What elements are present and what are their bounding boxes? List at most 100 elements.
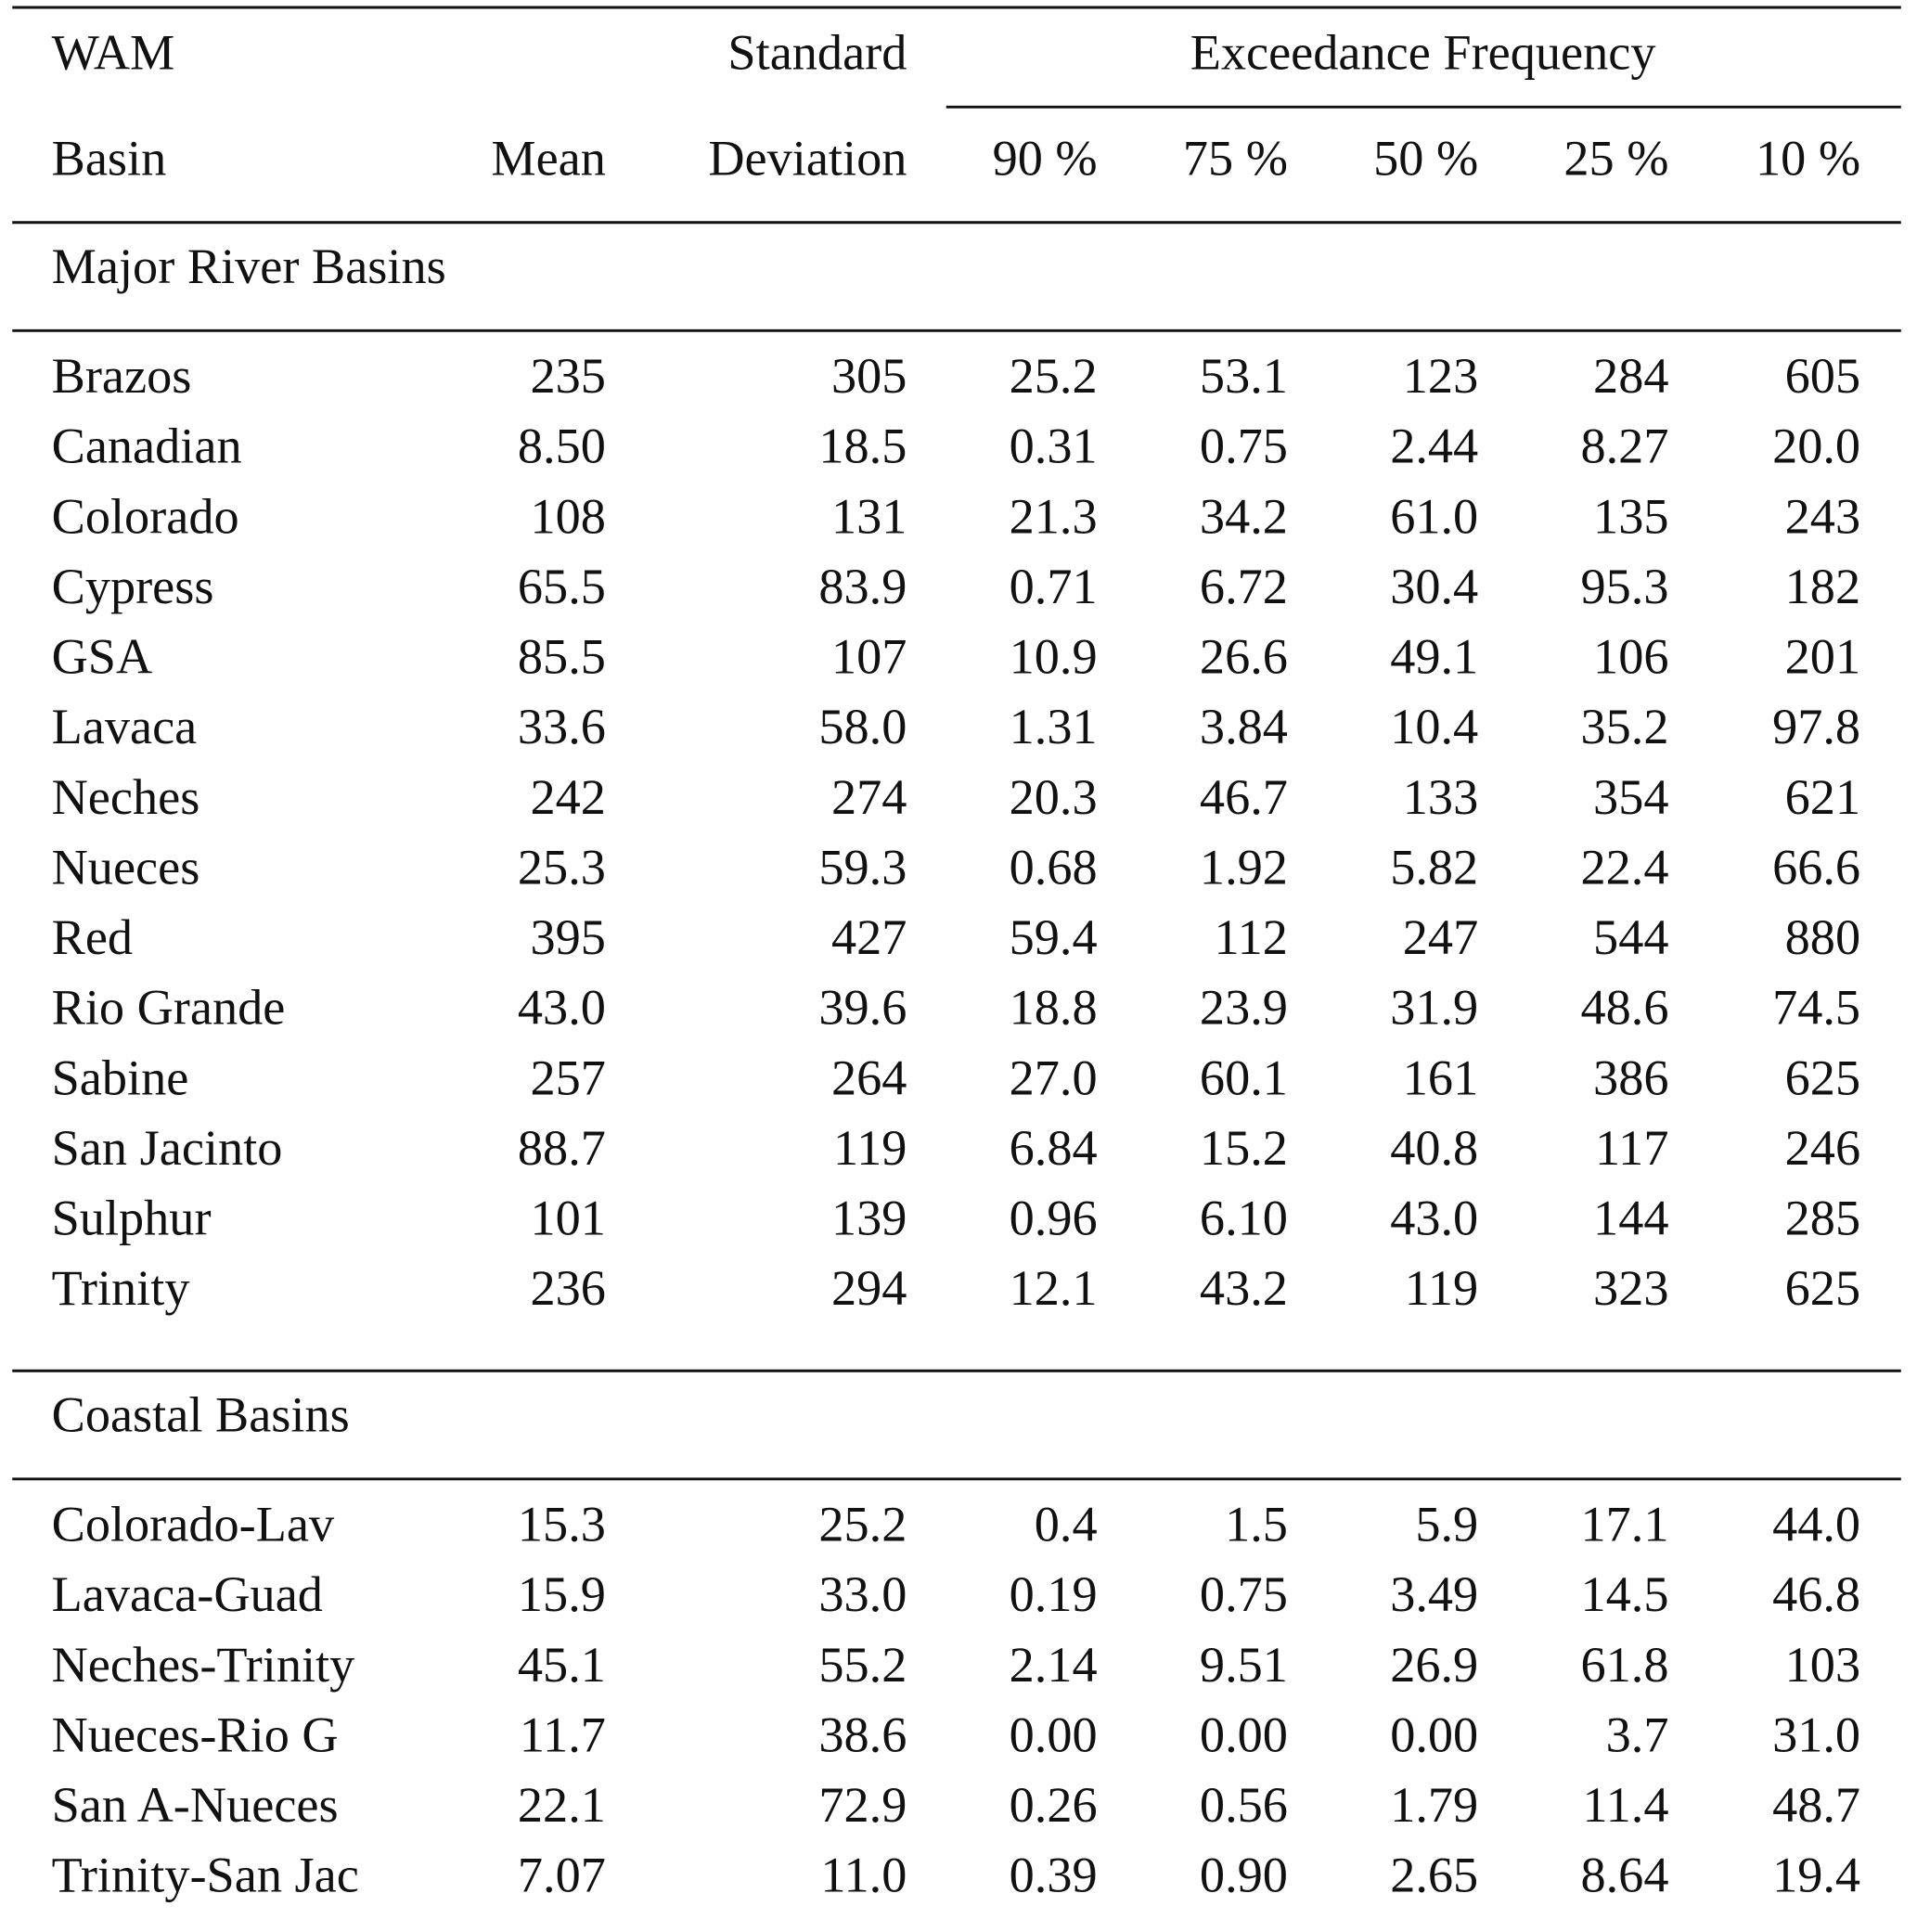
row-label: Neches-Trinity <box>52 1637 355 1693</box>
cell: 31.9 <box>1390 980 1478 1036</box>
row-label: Trinity-San Jac <box>52 1848 359 1903</box>
header-cell: 75 % <box>1183 131 1288 187</box>
cell: 236 <box>530 1260 605 1316</box>
cell: 1.31 <box>1010 699 1098 754</box>
row-label: Sulphur <box>52 1191 212 1246</box>
row-label: GSA <box>52 629 153 685</box>
row-label: Lavaca-Guad <box>52 1566 323 1622</box>
cell: 0.39 <box>1010 1848 1098 1903</box>
cell: 18.5 <box>818 419 907 474</box>
row-label: Red <box>52 909 133 965</box>
cell: 20.0 <box>1772 419 1860 474</box>
cell: 23.9 <box>1200 980 1288 1036</box>
cell: 106 <box>1593 629 1668 685</box>
cell: 6.10 <box>1200 1191 1288 1246</box>
cell: 123 <box>1403 348 1478 404</box>
row-label: San Jacinto <box>52 1120 283 1176</box>
header-cell: 25 % <box>1563 131 1668 187</box>
cell: 1.79 <box>1390 1777 1478 1833</box>
cell: 5.82 <box>1390 839 1478 895</box>
cell: 235 <box>530 348 605 404</box>
cell: 26.9 <box>1390 1637 1478 1693</box>
cell: 1.5 <box>1225 1497 1288 1552</box>
cell: 55.2 <box>818 1637 907 1693</box>
cell: 0.00 <box>1010 1707 1098 1762</box>
cell: 625 <box>1785 1260 1860 1316</box>
cell: 621 <box>1785 769 1860 825</box>
cell: 14.5 <box>1580 1566 1668 1622</box>
cell: 43.0 <box>1390 1191 1478 1246</box>
cell: 112 <box>1215 909 1288 965</box>
header-cell: 90 % <box>993 131 1098 187</box>
cell: 39.6 <box>818 980 907 1036</box>
row-label: Canadian <box>52 419 242 474</box>
cell: 8.27 <box>1580 419 1668 474</box>
cell: 95.3 <box>1580 559 1668 614</box>
cell: 60.1 <box>1200 1050 1288 1105</box>
cell: 18.8 <box>1010 980 1098 1036</box>
cell: 7.07 <box>518 1848 606 1903</box>
cell: 30.4 <box>1390 559 1478 614</box>
cell: 274 <box>831 769 907 825</box>
row-label: Colorado <box>52 488 239 544</box>
cell: 31.0 <box>1772 1707 1860 1762</box>
cell: 201 <box>1785 629 1860 685</box>
cell: 3.7 <box>1606 1707 1669 1762</box>
cell: 264 <box>831 1050 907 1105</box>
cell: 66.6 <box>1772 839 1860 895</box>
section-title: Coastal Basins <box>52 1387 350 1443</box>
cell: 22.1 <box>518 1777 606 1833</box>
cell: 48.6 <box>1580 980 1668 1036</box>
header-cell: 10 % <box>1756 131 1860 187</box>
cell: 161 <box>1403 1050 1478 1105</box>
header-cell: Deviation <box>708 131 907 187</box>
cell: 0.90 <box>1200 1848 1288 1903</box>
cell: 11.4 <box>1582 1777 1668 1833</box>
cell: 133 <box>1403 769 1478 825</box>
row-label: Nueces-Rio G <box>52 1707 339 1762</box>
cell: 103 <box>1785 1637 1860 1693</box>
cell: 22.4 <box>1580 839 1668 895</box>
cell: 88.7 <box>518 1120 606 1176</box>
header-cell: Standard <box>727 25 907 81</box>
cell: 46.8 <box>1772 1566 1860 1622</box>
cell: 0.56 <box>1200 1777 1288 1833</box>
cell: 135 <box>1593 488 1668 544</box>
cell: 285 <box>1785 1191 1860 1246</box>
header-cell: WAM <box>52 25 175 81</box>
cell: 17.1 <box>1580 1497 1668 1552</box>
cell: 0.00 <box>1200 1707 1288 1762</box>
cell: 49.1 <box>1390 629 1478 685</box>
cell: 44.0 <box>1772 1497 1860 1552</box>
cell: 6.84 <box>1010 1120 1098 1176</box>
cell: 108 <box>530 488 605 544</box>
cell: 182 <box>1785 559 1860 614</box>
cell: 544 <box>1593 909 1668 965</box>
cell: 58.0 <box>818 699 907 754</box>
cell: 323 <box>1593 1260 1668 1316</box>
cell: 25.2 <box>818 1497 907 1552</box>
header-cell: Basin <box>52 131 167 187</box>
cell: 40.8 <box>1390 1120 1478 1176</box>
row-label: Neches <box>52 769 200 825</box>
section-title: Major River Basins <box>52 238 446 294</box>
cell: 0.26 <box>1010 1777 1098 1833</box>
cell: 427 <box>831 909 907 965</box>
row-label: Brazos <box>52 348 192 404</box>
cell: 0.68 <box>1010 839 1098 895</box>
cell: 45.1 <box>518 1637 606 1693</box>
cell: 0.00 <box>1390 1707 1478 1762</box>
cell: 119 <box>833 1120 907 1176</box>
row-label: San A-Nueces <box>52 1777 339 1833</box>
cell: 247 <box>1403 909 1478 965</box>
cell: 0.96 <box>1010 1191 1098 1246</box>
row-label: Nueces <box>52 839 200 895</box>
cell: 0.31 <box>1010 419 1098 474</box>
row-label: Sabine <box>52 1050 189 1105</box>
cell: 61.8 <box>1580 1637 1668 1693</box>
cell: 6.72 <box>1200 559 1288 614</box>
cell: 25.2 <box>1010 348 1098 404</box>
cell: 0.71 <box>1010 559 1098 614</box>
row-label: Rio Grande <box>52 980 286 1036</box>
